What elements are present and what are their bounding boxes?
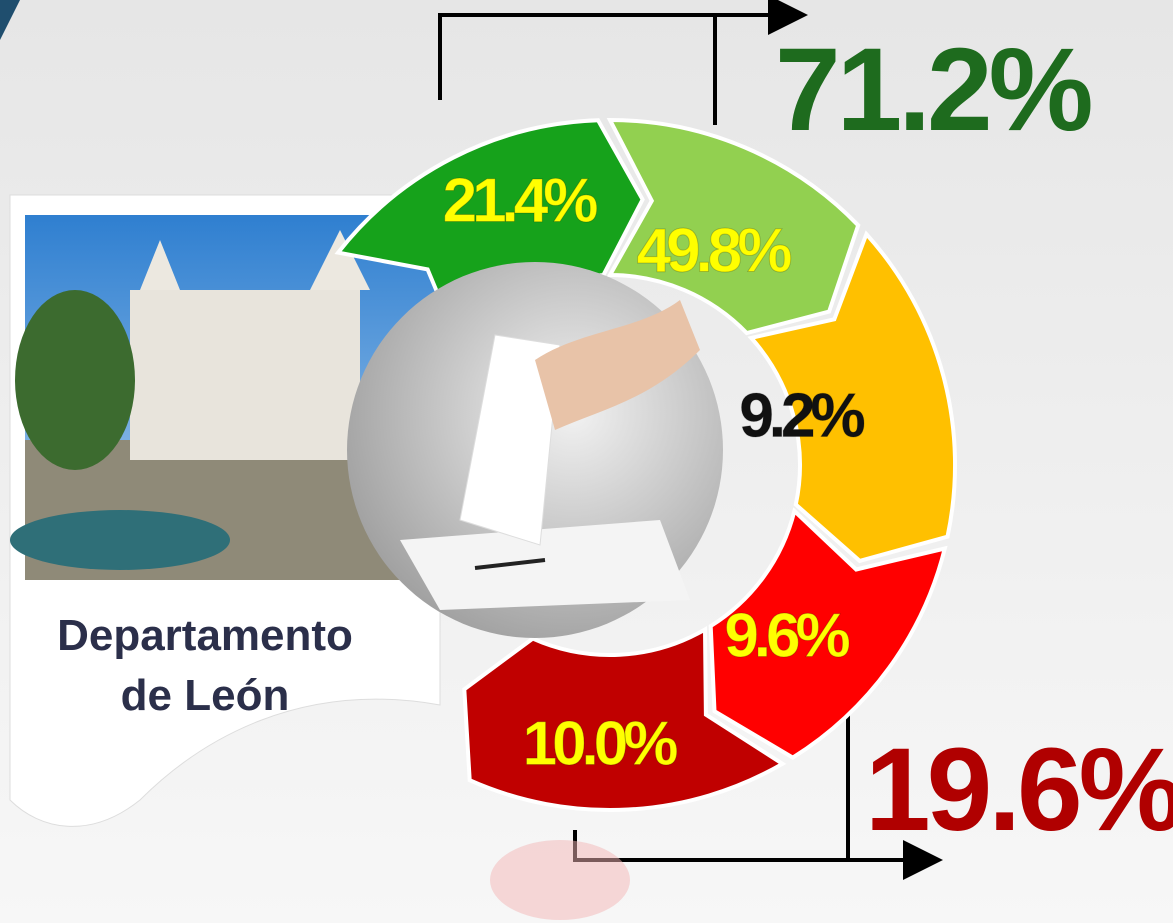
photo-cathedral	[130, 290, 360, 460]
segment-label: 9.2%	[739, 381, 864, 450]
infographic: Departamento de León 21.4%49.8%9.2%9.6%1…	[0, 0, 1173, 923]
ballot-photo	[347, 262, 723, 638]
photo-fountain	[10, 510, 230, 570]
card-line: de León	[121, 671, 290, 720]
reflection	[490, 840, 630, 920]
segment-label: 10.0%	[523, 709, 678, 778]
card-line: Departamento	[57, 611, 353, 660]
segment-label: 9.6%	[724, 601, 849, 670]
photo-tree	[15, 290, 135, 470]
segment-label: 49.8%	[637, 216, 792, 285]
segment-label: 21.4%	[443, 166, 598, 235]
summary-top: 71.2%	[775, 24, 1091, 156]
summary-bottom: 19.6%	[865, 724, 1173, 856]
